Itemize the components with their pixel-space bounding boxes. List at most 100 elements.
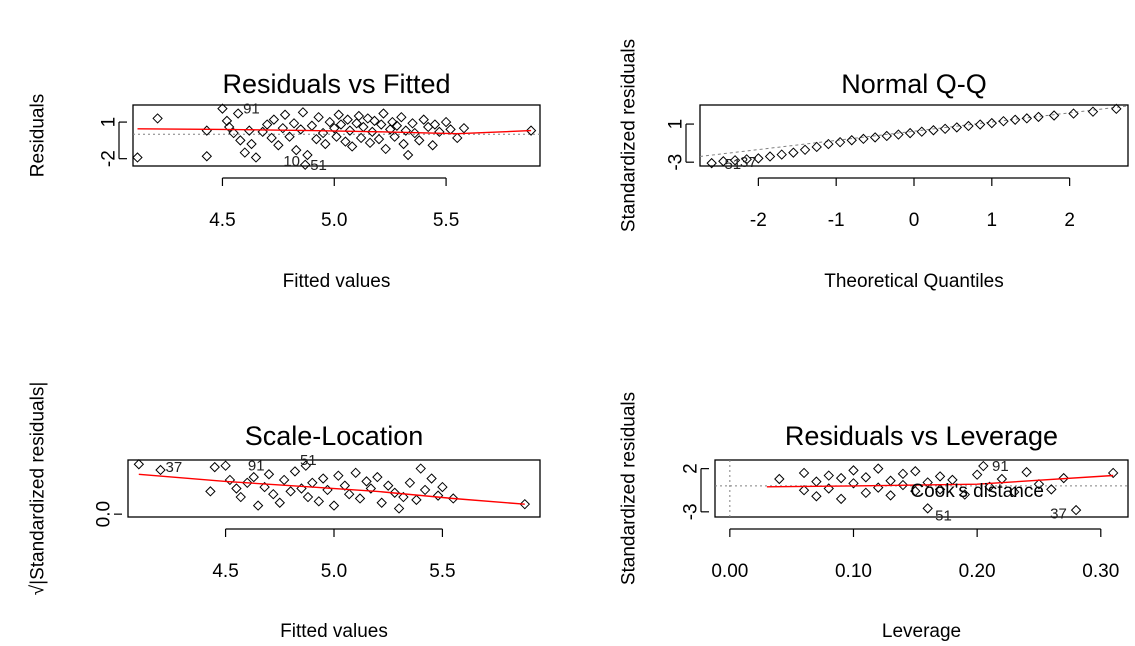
data-point <box>231 483 242 494</box>
x-tick-label: 0.10 <box>835 561 872 582</box>
data-point <box>873 482 884 493</box>
data-point <box>302 149 313 161</box>
data-point <box>302 491 314 503</box>
data-point <box>823 138 834 150</box>
data-point <box>340 136 351 147</box>
data-point <box>811 491 822 502</box>
panel-title: Residuals vs Leverage <box>785 421 1058 451</box>
data-point <box>346 141 358 152</box>
x-axis-title: Theoretical Quantiles <box>824 271 1004 292</box>
data-point <box>427 140 438 151</box>
data-point <box>278 474 290 486</box>
data-point <box>244 125 255 136</box>
data-point <box>897 479 909 491</box>
data-point <box>205 486 216 497</box>
data-point <box>299 159 311 170</box>
data-point <box>910 466 921 477</box>
data-point <box>250 152 262 163</box>
data-point <box>235 135 246 146</box>
data-point <box>384 124 396 135</box>
data-point <box>288 118 300 129</box>
data-point <box>273 140 284 151</box>
data-point <box>391 120 403 131</box>
data-point <box>133 459 145 470</box>
data-point <box>284 131 295 142</box>
smooth-line <box>137 128 532 135</box>
data-point <box>404 477 416 489</box>
data-point <box>411 494 422 506</box>
data-point <box>339 480 351 491</box>
data-point <box>343 488 355 500</box>
data-point <box>353 110 365 122</box>
observation-label: 51 <box>300 452 317 469</box>
observation-label: 37 <box>740 154 757 171</box>
observation-label: 51 <box>310 157 327 174</box>
data-point <box>774 473 785 485</box>
data-point <box>910 485 921 497</box>
data-point <box>811 476 822 487</box>
x-tick-label: 5.0 <box>321 210 347 231</box>
data-point <box>869 132 881 143</box>
data-point <box>398 491 409 503</box>
data-point <box>848 478 859 489</box>
data-point <box>329 122 340 134</box>
data-point <box>300 460 312 471</box>
data-point <box>333 470 344 481</box>
data-point <box>934 484 946 495</box>
observation-label: 51 <box>935 507 952 524</box>
x-tick-label: -2 <box>750 210 767 231</box>
observation-label: 37 <box>166 459 183 476</box>
data-point <box>201 151 213 162</box>
data-point <box>519 498 531 510</box>
data-point <box>400 125 412 136</box>
data-point <box>217 103 228 114</box>
data-point <box>285 486 296 497</box>
data-point <box>242 477 253 489</box>
data-point <box>419 484 431 496</box>
data-point <box>291 144 302 156</box>
data-point <box>398 138 409 150</box>
data-point <box>373 133 385 145</box>
data-point <box>835 493 847 505</box>
data-point <box>369 115 380 127</box>
data-point <box>1111 103 1122 115</box>
data-point <box>335 119 347 130</box>
data-point <box>984 481 995 492</box>
data-point <box>1033 111 1044 123</box>
y-axis-title: √|Standardized residuals| <box>28 382 49 596</box>
data-point <box>389 487 400 498</box>
data-point <box>729 155 741 166</box>
data-point <box>322 484 333 496</box>
data-point <box>246 138 257 150</box>
data-point <box>295 124 306 135</box>
data-point <box>1107 467 1119 479</box>
data-point <box>426 473 437 484</box>
data-point <box>393 503 405 514</box>
data-point <box>934 471 946 482</box>
data-point <box>811 141 822 153</box>
y-tick-label: 0.0 <box>94 501 115 527</box>
data-point <box>440 116 452 128</box>
data-point <box>951 122 963 133</box>
data-point <box>132 152 143 163</box>
x-tick-label: 0 <box>909 210 920 231</box>
data-point <box>350 467 361 479</box>
panel-title: Residuals vs Fitted <box>222 69 450 99</box>
y-tick-label: 1 <box>99 117 120 128</box>
data-point <box>448 493 459 504</box>
x-tick-label: 4.5 <box>212 561 238 582</box>
x-tick-label: 1 <box>987 210 998 231</box>
data-point <box>928 125 939 136</box>
data-point <box>274 497 285 508</box>
panel-title: Normal Q-Q <box>841 69 987 99</box>
data-point <box>1070 504 1082 516</box>
data-point <box>798 485 810 496</box>
data-point <box>452 132 463 144</box>
y-tick-label: 1 <box>666 119 687 130</box>
data-point <box>1058 472 1069 484</box>
x-tick-label: 2 <box>1064 210 1075 231</box>
data-point <box>904 127 916 139</box>
data-point <box>396 111 407 123</box>
data-point <box>342 114 353 125</box>
data-point <box>458 122 470 134</box>
